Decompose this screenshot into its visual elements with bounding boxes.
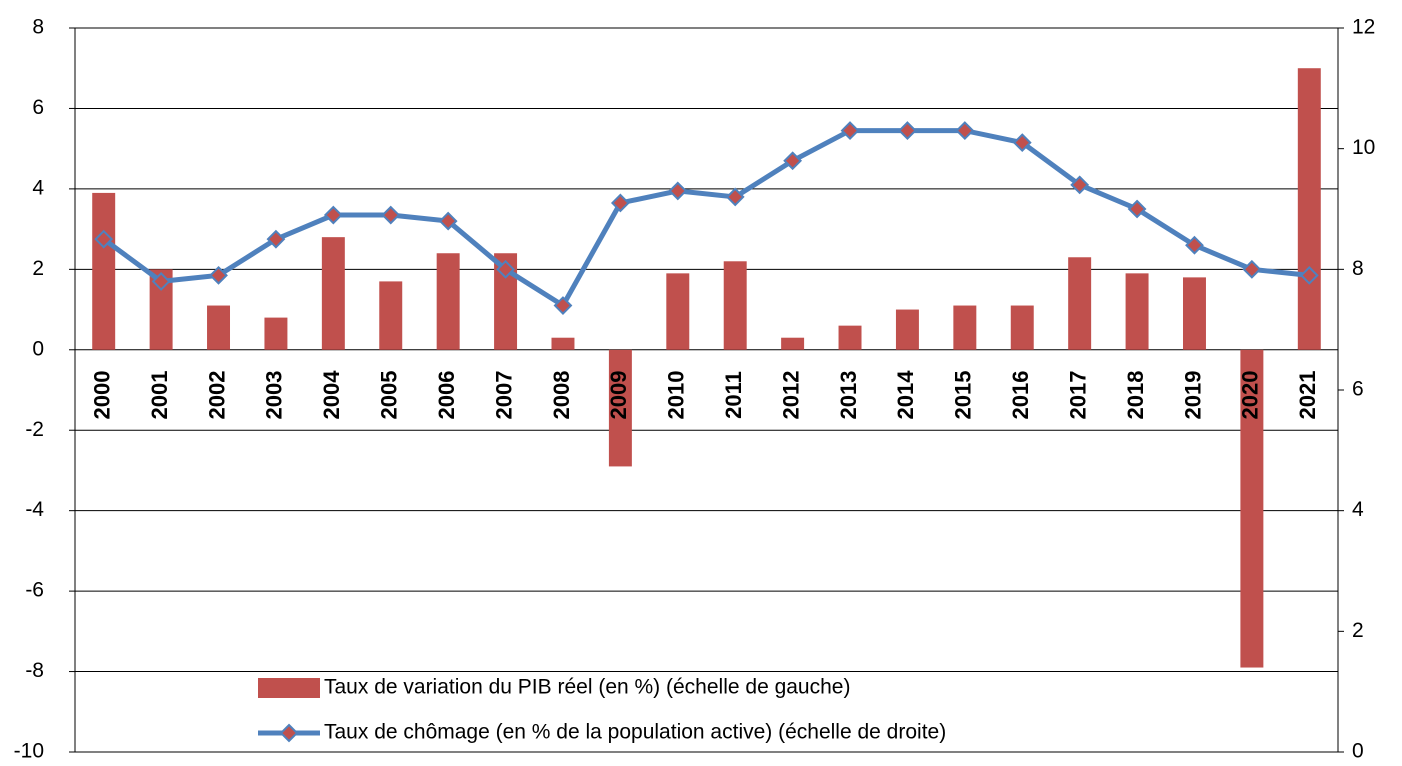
y-tick-label: 6 <box>32 96 44 119</box>
legend-swatch <box>258 678 320 698</box>
marker <box>94 229 114 249</box>
x-tick-label: 2016 <box>1008 371 1033 420</box>
x-tick-label: 2002 <box>204 371 229 420</box>
y-tick-label: 2 <box>32 257 44 280</box>
bar <box>379 281 403 350</box>
x-tick-label: 2005 <box>377 371 402 420</box>
x-tick-label: 2021 <box>1295 371 1320 420</box>
y-tick-label: -8 <box>25 659 44 682</box>
marker <box>209 265 228 285</box>
marker <box>553 296 573 315</box>
y-tick-label: -2 <box>25 418 44 441</box>
y-tick-label: -6 <box>25 579 44 602</box>
x-tick-label: 2020 <box>1238 371 1263 420</box>
bar <box>149 269 173 350</box>
y2-tick-label: 10 <box>1352 136 1375 159</box>
y2-tick-label: 8 <box>1352 257 1364 280</box>
marker <box>610 193 630 213</box>
legend-label: Taux de chômage (en % de la population a… <box>324 721 946 744</box>
marker <box>266 229 286 249</box>
marker <box>381 205 401 225</box>
marker <box>840 121 860 140</box>
y-tick-label: 8 <box>32 16 44 39</box>
x-tick-label: 2001 <box>147 371 172 420</box>
y-tick-label: -10 <box>14 740 44 761</box>
x-tick-label: 2007 <box>491 371 516 420</box>
bar <box>895 309 919 350</box>
x-tick-label: 2003 <box>262 371 287 420</box>
marker <box>668 181 688 201</box>
y-tick-label: 4 <box>32 176 44 199</box>
y-tick-label: -4 <box>25 498 44 521</box>
line <box>102 128 1310 310</box>
bar <box>781 337 805 350</box>
marker <box>725 187 745 207</box>
marker <box>1299 265 1319 285</box>
marker <box>323 205 343 225</box>
y-tick-label: 0 <box>32 337 44 360</box>
x-tick-label: 2012 <box>778 371 803 420</box>
marker <box>1012 133 1032 153</box>
x-tick-label: 2019 <box>1180 371 1205 420</box>
marker <box>898 121 917 140</box>
x-tick-label: 2014 <box>893 370 918 420</box>
bar <box>494 253 518 350</box>
bar <box>207 305 231 350</box>
x-tick-label: 2015 <box>951 371 976 420</box>
bar <box>666 273 690 350</box>
bar <box>1182 277 1206 350</box>
marker <box>1070 175 1090 195</box>
legend-marker <box>279 723 299 743</box>
y2-tick-label: 0 <box>1352 740 1364 761</box>
legend-label: Taux de variation du PIB réel (en %) (éc… <box>324 676 850 699</box>
x-tick-label: 2009 <box>606 371 631 420</box>
bar <box>264 317 288 350</box>
bar <box>1068 257 1092 350</box>
bar <box>838 325 862 350</box>
y2-tick-label: 6 <box>1352 378 1364 401</box>
bar <box>551 337 575 350</box>
x-tick-label: 2018 <box>1123 371 1148 420</box>
x-tick-label: 2004 <box>319 370 344 420</box>
marker <box>1185 235 1204 255</box>
x-tick-label: 2006 <box>434 371 459 420</box>
x-tick-label: 2013 <box>836 371 861 420</box>
x-tick-label: 2017 <box>1065 371 1090 420</box>
marker <box>151 271 171 291</box>
marker <box>438 211 458 231</box>
marker <box>783 151 803 171</box>
bar <box>436 253 460 350</box>
marker <box>496 259 515 279</box>
bar <box>1297 68 1321 350</box>
marker <box>1242 259 1262 279</box>
y2-tick-label: 12 <box>1352 16 1375 39</box>
bar <box>321 237 345 350</box>
marker <box>1127 199 1147 219</box>
x-tick-label: 2008 <box>549 371 574 420</box>
bar <box>1240 349 1264 668</box>
x-tick-label: 2000 <box>90 371 115 420</box>
bar <box>1125 273 1149 350</box>
bar <box>1010 305 1034 350</box>
x-tick-label: 2011 <box>721 371 746 419</box>
bar <box>92 192 116 350</box>
bar <box>953 305 977 350</box>
y2-tick-label: 2 <box>1352 619 1364 642</box>
bar <box>608 349 632 467</box>
bar <box>723 261 747 350</box>
marker <box>955 121 975 140</box>
y2-tick-label: 4 <box>1352 498 1364 521</box>
x-tick-label: 2010 <box>664 371 689 420</box>
